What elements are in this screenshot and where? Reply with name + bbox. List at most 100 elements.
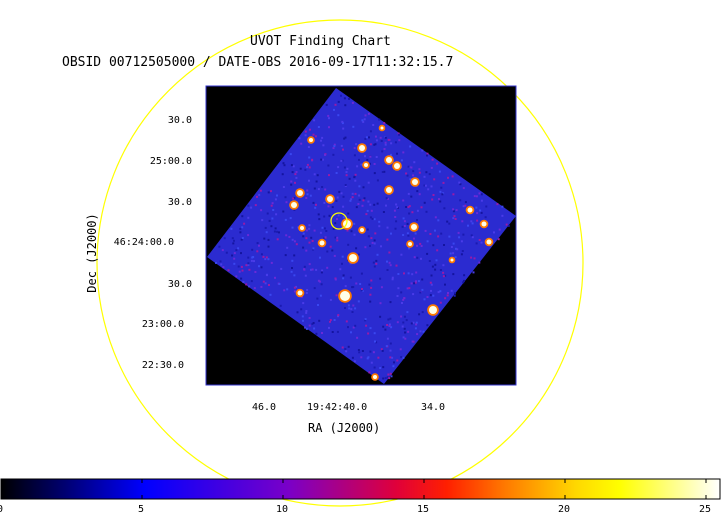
noise-speckle bbox=[423, 175, 426, 178]
noise-speckle bbox=[342, 205, 345, 208]
noise-speckle bbox=[463, 279, 465, 282]
noise-speckle bbox=[241, 269, 244, 272]
noise-speckle bbox=[448, 235, 451, 238]
noise-speckle bbox=[475, 206, 478, 209]
noise-speckle bbox=[443, 207, 446, 210]
noise-speckle bbox=[374, 135, 377, 138]
noise-speckle bbox=[360, 356, 363, 359]
noise-speckle bbox=[435, 259, 438, 262]
noise-speckle bbox=[430, 185, 433, 188]
noise-speckle bbox=[288, 235, 291, 238]
ra-tick-label: 34.0 bbox=[421, 402, 446, 413]
noise-speckle bbox=[424, 184, 427, 187]
noise-speckle bbox=[386, 324, 389, 326]
noise-speckle bbox=[364, 155, 366, 158]
noise-speckle bbox=[278, 231, 280, 234]
noise-speckle bbox=[442, 181, 445, 184]
noise-speckle bbox=[293, 286, 296, 289]
noise-speckle bbox=[274, 227, 277, 230]
noise-speckle bbox=[368, 162, 371, 165]
noise-speckle bbox=[393, 361, 395, 364]
noise-speckle bbox=[364, 114, 367, 117]
noise-speckle bbox=[223, 237, 226, 240]
noise-speckle bbox=[240, 252, 242, 255]
noise-speckle bbox=[302, 319, 304, 322]
noise-speckle bbox=[410, 195, 413, 198]
noise-speckle bbox=[291, 226, 294, 229]
noise-speckle bbox=[473, 195, 476, 198]
noise-speckle bbox=[369, 350, 372, 353]
noise-speckle bbox=[427, 188, 430, 191]
noise-speckle bbox=[295, 285, 298, 288]
noise-speckle bbox=[398, 133, 401, 136]
noise-speckle bbox=[470, 220, 473, 223]
noise-speckle bbox=[418, 168, 421, 171]
noise-speckle bbox=[414, 327, 417, 330]
noise-speckle bbox=[259, 189, 262, 192]
noise-speckle bbox=[451, 175, 454, 178]
noise-speckle bbox=[410, 166, 413, 169]
noise-speckle bbox=[294, 173, 297, 176]
noise-speckle bbox=[262, 255, 265, 258]
noise-speckle bbox=[507, 224, 510, 227]
noise-speckle bbox=[403, 327, 406, 330]
noise-speckle bbox=[496, 203, 499, 206]
noise-speckle bbox=[480, 193, 483, 196]
noise-speckle bbox=[379, 277, 382, 280]
noise-speckle bbox=[305, 249, 308, 252]
noise-speckle bbox=[337, 214, 340, 217]
noise-speckle bbox=[329, 319, 332, 321]
noise-speckle bbox=[352, 304, 355, 307]
noise-speckle bbox=[444, 297, 447, 300]
noise-speckle bbox=[389, 356, 392, 359]
noise-speckle bbox=[342, 216, 345, 219]
noise-speckle bbox=[347, 326, 349, 329]
noise-speckle bbox=[278, 283, 281, 285]
noise-speckle bbox=[383, 148, 386, 150]
noise-speckle bbox=[493, 231, 495, 234]
noise-speckle bbox=[306, 163, 309, 166]
noise-speckle bbox=[431, 158, 434, 161]
noise-speckle bbox=[344, 285, 347, 288]
noise-speckle bbox=[266, 212, 269, 215]
noise-speckle bbox=[328, 214, 331, 217]
noise-speckle bbox=[369, 300, 372, 303]
noise-speckle bbox=[293, 197, 296, 199]
colorbar-tick-label: 25 bbox=[699, 504, 712, 515]
noise-speckle bbox=[238, 270, 241, 273]
noise-speckle bbox=[303, 265, 306, 268]
noise-speckle bbox=[329, 320, 331, 323]
noise-speckle bbox=[475, 195, 478, 198]
noise-speckle bbox=[384, 377, 387, 380]
noise-speckle bbox=[478, 239, 481, 241]
noise-speckle bbox=[306, 289, 309, 291]
noise-speckle bbox=[367, 235, 370, 238]
noise-speckle bbox=[292, 165, 295, 168]
noise-speckle bbox=[430, 289, 432, 292]
star bbox=[481, 221, 487, 227]
noise-speckle bbox=[400, 356, 403, 359]
noise-speckle bbox=[462, 205, 465, 208]
noise-speckle bbox=[269, 293, 272, 296]
noise-speckle bbox=[328, 117, 330, 120]
noise-speckle bbox=[239, 227, 242, 230]
noise-speckle bbox=[429, 281, 432, 284]
noise-speckle bbox=[354, 307, 357, 310]
noise-speckle bbox=[365, 324, 368, 327]
star bbox=[386, 187, 392, 193]
noise-speckle bbox=[237, 247, 240, 250]
noise-speckle bbox=[416, 333, 419, 336]
noise-speckle bbox=[289, 217, 292, 220]
noise-speckle bbox=[247, 263, 250, 266]
noise-speckle bbox=[342, 195, 345, 198]
noise-speckle bbox=[402, 234, 405, 236]
star bbox=[394, 163, 400, 169]
noise-speckle bbox=[309, 128, 311, 131]
chart-title: UVOT Finding Chart bbox=[250, 34, 391, 49]
noise-speckle bbox=[276, 194, 278, 197]
noise-speckle bbox=[268, 284, 270, 286]
noise-speckle bbox=[449, 252, 452, 255]
star bbox=[467, 207, 473, 213]
noise-speckle bbox=[368, 283, 371, 286]
noise-speckle bbox=[300, 142, 303, 145]
